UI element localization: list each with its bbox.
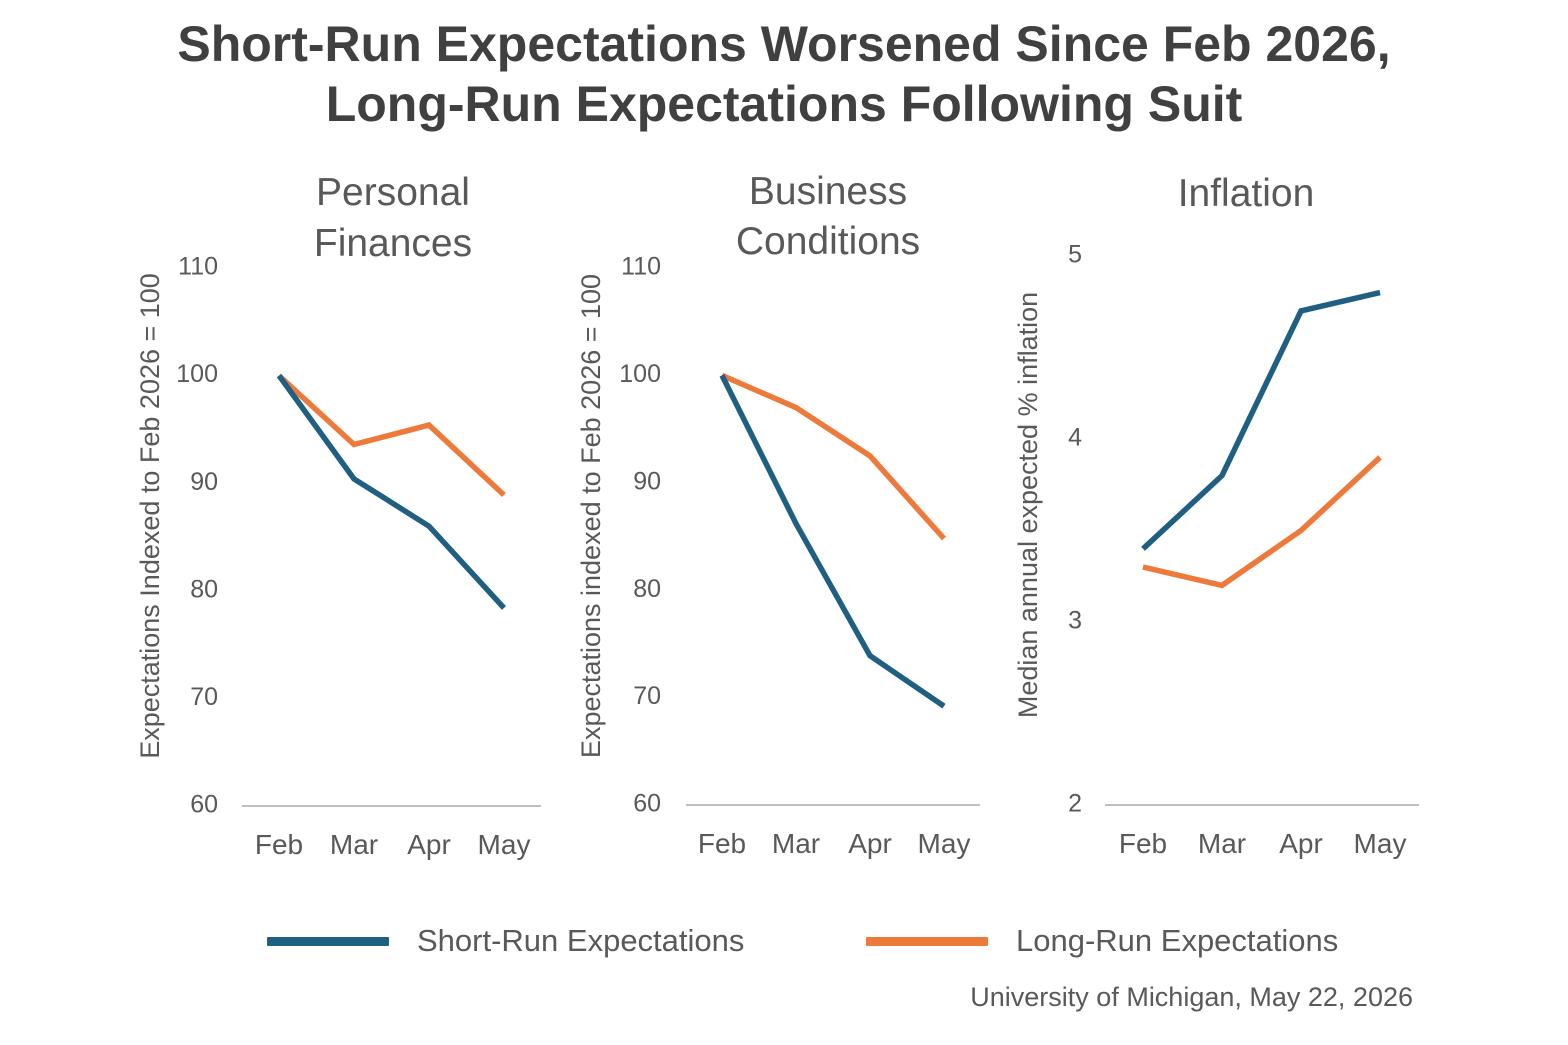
panel-3-short-run-line [1141, 289, 1381, 551]
panel-1-y-tick-label: 70 [190, 683, 218, 711]
panel-2-x-tick-label: Feb [698, 828, 746, 859]
panel-2-title-line-1: Business [749, 170, 907, 213]
panel-3-x-tick-label: May [1354, 828, 1407, 859]
chart-title: Short-Run Expectations Worsened Since Fe… [0, 14, 1568, 134]
chart-title-line-1: Short-Run Expectations Worsened Since Fe… [177, 16, 1391, 72]
chart-title-line-2: Long-Run Expectations Following Suit [325, 76, 1243, 132]
panel-3-title-line-1: Inflation [1178, 172, 1315, 215]
panel-3-y-tick-label: 2 [1068, 790, 1082, 818]
legend-item-long-run: Long-Run Expectations [866, 918, 1338, 964]
panel-1-y-axis-label: Expectations Indexed to Feb 2026 = 100 [135, 273, 165, 759]
panel-1-y-tick-label: 110 [178, 253, 218, 281]
panel-2-y-axis-label: Expectations indexed to Feb 2026 = 100 [576, 274, 606, 758]
panel-3-x-tick-label: Apr [1279, 828, 1323, 859]
panel-3-y-tick-label: 3 [1068, 607, 1082, 635]
panel-1-title-line-2: Finances [314, 222, 472, 265]
panel-3-y-tick-label: 5 [1068, 241, 1082, 269]
panel-1-long-run-line [277, 373, 506, 498]
panel-1-title-line-1: Personal [316, 171, 470, 214]
panel-1-y-tick-label: 60 [190, 791, 218, 819]
panel-2-x-tick-label: Apr [848, 828, 892, 859]
panel-2-long-run-line [720, 372, 947, 541]
legend-label-long-run: Long-Run Expectations [1016, 923, 1339, 958]
panel-3-long-run-line [1142, 455, 1382, 589]
panel-2-y-tick-label: 110 [621, 253, 661, 281]
panel-1-x-tick-label: Feb [255, 829, 303, 860]
panel-3-y-tick-label: 4 [1068, 424, 1082, 452]
panel-1-short-run-line [276, 373, 507, 610]
panel-2-y-tick-label: 90 [633, 467, 661, 495]
panel-2-x-tick-label: Mar [772, 828, 820, 859]
panel-2-x-tick-label: May [918, 828, 971, 859]
panel-1-x-tick-label: May [478, 829, 531, 860]
panel-1-y-tick-label: 80 [190, 575, 218, 603]
legend-swatch-short-run [267, 936, 389, 946]
panel-3-y-axis-label: Median annual expected % inflation [1013, 292, 1043, 718]
panel-1-x-tick-label: Mar [330, 829, 378, 860]
panel-1-y-tick-label: 90 [190, 468, 218, 496]
legend-label-short-run: Short-Run Expectations [417, 923, 745, 958]
panel-2-y-tick-label: 100 [619, 360, 661, 388]
panel-3-x-tick-label: Mar [1198, 828, 1246, 859]
panel-2-short-run-line [719, 374, 946, 709]
panel-2-y-tick-label: 60 [633, 790, 661, 818]
legend-item-short-run: Short-Run Expectations [267, 918, 744, 964]
panel-1-y-tick-label: 100 [176, 360, 218, 388]
panel-2-y-tick-label: 70 [633, 682, 661, 710]
legend-swatch-long-run [866, 936, 988, 946]
panel-2-y-tick-label: 80 [633, 575, 661, 603]
source-note: University of Michigan, May 22, 2026 [970, 982, 1413, 1012]
panel-3-x-tick-label: Feb [1119, 828, 1167, 859]
panel-1-x-tick-label: Apr [407, 829, 451, 860]
panel-2-title-line-2: Conditions [736, 220, 920, 263]
